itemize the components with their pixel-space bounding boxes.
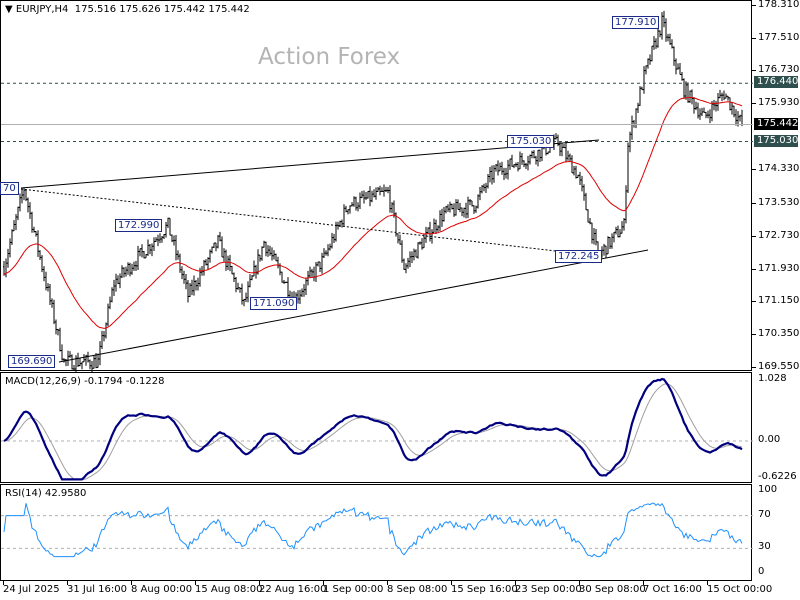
price-annotation: 172.990 xyxy=(115,218,163,232)
price-chart-panel[interactable]: ▼ EURJPY,H4 175.516 175.626 175.442 175.… xyxy=(0,0,753,372)
time-axis-label: 31 Jul 16:00 xyxy=(67,584,127,595)
time-axis-label: 15 Oct 00:00 xyxy=(707,584,773,595)
price-axis-tick xyxy=(752,333,756,335)
price-axis-label: 178.310 xyxy=(758,0,800,10)
time-axis-tick xyxy=(195,581,196,585)
price-axis-label: 175.930 xyxy=(758,97,800,109)
price-annotation: 172.245 xyxy=(555,249,603,263)
lower-trendline xyxy=(58,249,649,363)
time-axis-tick xyxy=(579,581,580,585)
time-axis-tick xyxy=(67,581,68,585)
price-axis-tick xyxy=(752,38,756,40)
price-tag: 175.442 xyxy=(754,117,798,130)
dotted-trendline xyxy=(20,188,600,257)
price-axis-tick xyxy=(752,103,756,105)
macd-label: MACD(12,26,9) -0.1794 -0.1228 xyxy=(5,376,165,387)
macd-axis-label: 1.028 xyxy=(758,373,787,385)
price-axis-label: 170.350 xyxy=(758,327,800,339)
macd-panel[interactable]: MACD(12,26,9) -0.1794 -0.1228 xyxy=(0,372,753,483)
price-axis-tick xyxy=(752,70,756,72)
rsi-svg xyxy=(1,502,753,558)
time-axis-label: 8 Sep 08:00 xyxy=(387,584,448,595)
chart-header: ▼ EURJPY,H4 175.516 175.626 175.442 175.… xyxy=(5,4,250,15)
time-axis-label: 22 Aug 16:00 xyxy=(259,584,327,595)
price-annotation: 175.030 xyxy=(507,134,555,148)
price-axis-tick xyxy=(752,366,756,368)
price-tag: 175.030 xyxy=(754,134,798,147)
rsi-axis-label: 0 xyxy=(758,566,765,577)
price-axis-label: 177.510 xyxy=(758,32,800,44)
time-axis-tick xyxy=(387,581,388,585)
time-axis-label: 1 Sep 00:00 xyxy=(323,584,384,595)
macd-signal-line xyxy=(3,383,743,480)
time-axis-label: 15 Sep 16:00 xyxy=(451,584,518,595)
time-axis-tick xyxy=(323,581,324,585)
time-axis-tick xyxy=(3,581,4,585)
time-axis-label: 7 Oct 16:00 xyxy=(643,584,702,595)
rsi-label: RSI(14) 42.9580 xyxy=(5,488,87,499)
macd-line xyxy=(3,377,743,481)
time-axis-tick xyxy=(131,581,132,585)
rsi-panel[interactable]: RSI(14) 42.9580 xyxy=(0,484,753,581)
time-axis-tick xyxy=(515,581,516,585)
price-annotation: 177.910 xyxy=(612,15,660,29)
price-axis-label: 176.730 xyxy=(758,64,800,76)
time-axis-label: 30 Sep 08:00 xyxy=(579,584,646,595)
time-axis-label: 23 Sep 00:00 xyxy=(515,584,582,595)
symbol-label: EURJPY,H4 xyxy=(15,4,69,15)
price-annotation: 171.090 xyxy=(250,297,298,311)
rsi-line xyxy=(3,502,743,558)
rsi-axis-label: 70 xyxy=(758,508,771,520)
moving-average-line xyxy=(3,96,743,329)
price-axis-label: 171.150 xyxy=(758,294,800,306)
price-axis-label: 173.530 xyxy=(758,196,800,208)
price-axis-label: 169.550 xyxy=(758,360,800,372)
macd-svg xyxy=(1,377,753,481)
price-axis-tick xyxy=(752,300,756,302)
time-axis-tick xyxy=(259,581,260,585)
ohlc-values: 175.516 175.626 175.442 175.442 xyxy=(74,4,250,15)
price-axis-tick xyxy=(752,5,756,6)
rsi-axis-label: 30 xyxy=(758,541,771,553)
upper-trendline xyxy=(20,139,600,189)
price-axis-label: 174.330 xyxy=(758,163,800,175)
price-axis-tick xyxy=(752,268,756,270)
watermark: Action Forex xyxy=(258,44,401,70)
price-axis-label: 171.930 xyxy=(758,262,800,274)
dropdown-triangle-icon[interactable]: ▼ xyxy=(5,4,16,15)
price-annotation: 70 xyxy=(0,182,19,196)
time-axis-label: 24 Jul 2025 xyxy=(3,584,60,595)
price-chart-svg xyxy=(1,10,753,372)
time-axis-tick xyxy=(451,581,452,585)
time-axis-label: 15 Aug 08:00 xyxy=(195,584,263,595)
time-axis-tick xyxy=(643,581,644,585)
price-axis-tick xyxy=(752,169,756,171)
price-axis-tick xyxy=(752,235,756,237)
price-annotation: 169.690 xyxy=(8,355,56,369)
price-tag: 176.440 xyxy=(754,76,798,89)
price-axis-label: 172.730 xyxy=(758,229,800,241)
macd-axis-label: -0.6226 xyxy=(758,470,797,482)
time-axis-tick xyxy=(707,581,708,585)
rsi-axis-label: 100 xyxy=(758,484,778,495)
time-axis-label: 8 Aug 00:00 xyxy=(131,584,193,595)
price-axis-tick xyxy=(752,202,756,204)
macd-axis-label: 0.00 xyxy=(758,434,781,445)
